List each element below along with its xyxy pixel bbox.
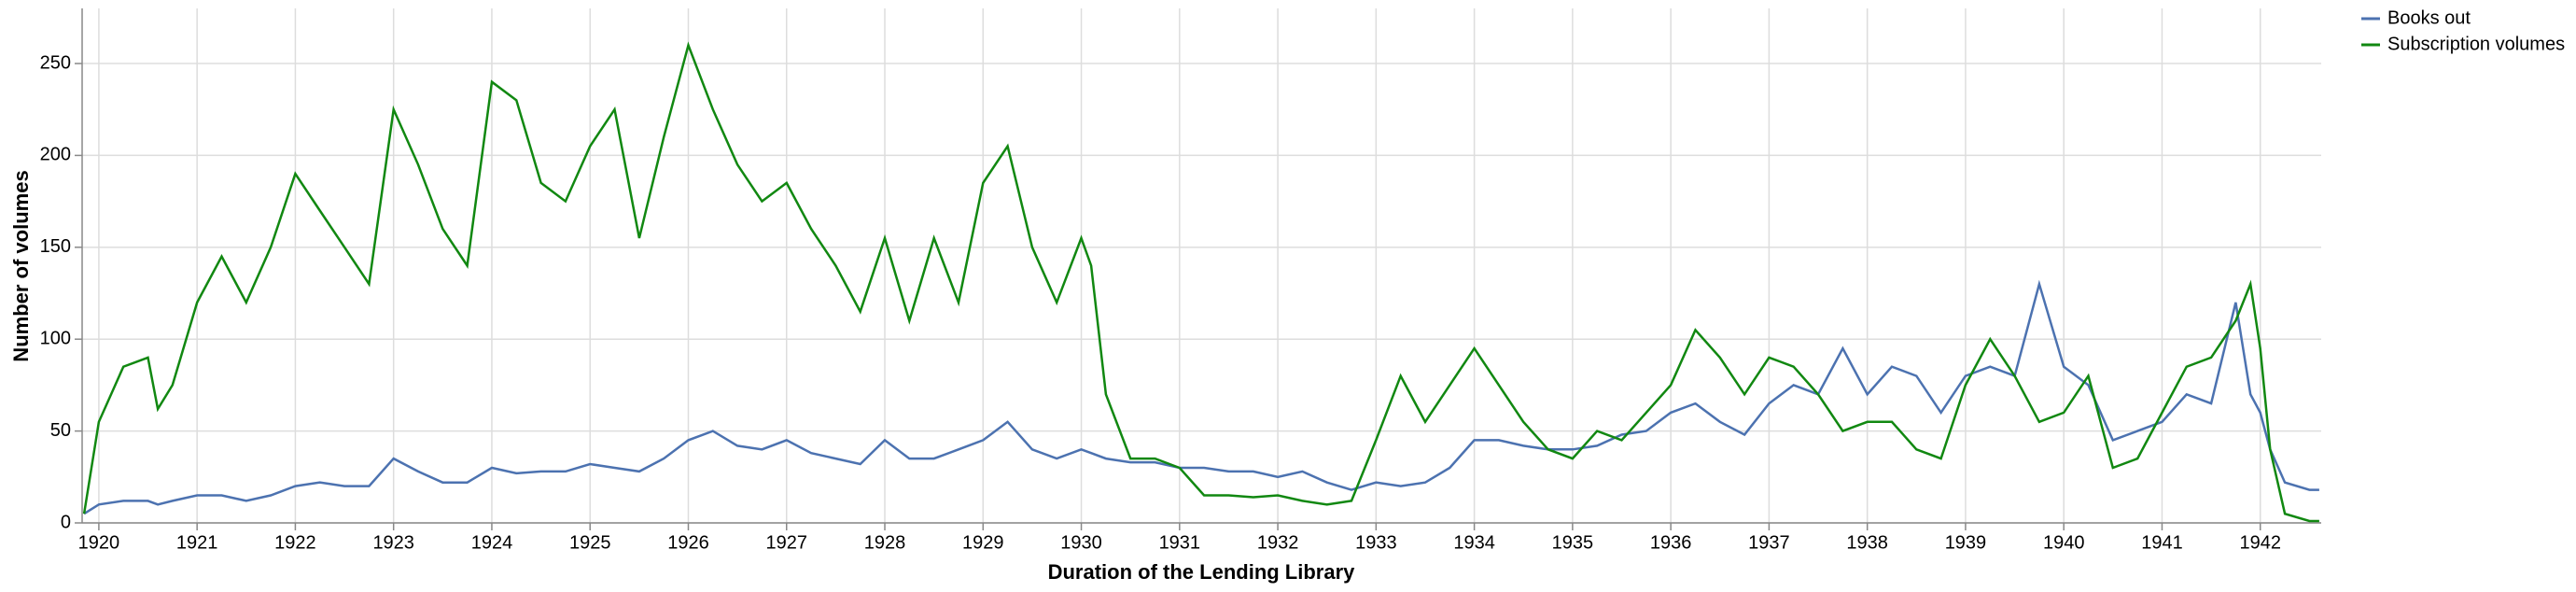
x-tick-label: 1929 bbox=[962, 532, 1004, 553]
legend-label: Subscription volumes bbox=[2387, 34, 2565, 54]
x-tick-label: 1933 bbox=[1355, 532, 1397, 553]
x-tick-label: 1921 bbox=[176, 532, 218, 553]
x-tick-label: 1938 bbox=[1846, 532, 1888, 553]
x-tick-label: 1940 bbox=[2043, 532, 2085, 553]
x-tick-label: 1934 bbox=[1453, 532, 1495, 553]
y-tick-label: 200 bbox=[40, 145, 71, 165]
x-tick-label: 1927 bbox=[766, 532, 808, 553]
x-tick-label: 1936 bbox=[1650, 532, 1692, 553]
x-tick-label: 1930 bbox=[1060, 532, 1102, 553]
x-tick-label: 1931 bbox=[1159, 532, 1201, 553]
y-tick-label: 100 bbox=[40, 328, 71, 348]
x-tick-label: 1925 bbox=[569, 532, 611, 553]
y-tick-label: 0 bbox=[61, 512, 71, 532]
series-line bbox=[82, 41, 2319, 523]
x-tick-label: 1926 bbox=[667, 532, 709, 553]
x-tick-label: 1922 bbox=[274, 532, 316, 553]
x-tick-label: 1928 bbox=[864, 532, 906, 553]
y-tick-label: 50 bbox=[50, 420, 71, 441]
x-tick-label: 1941 bbox=[2141, 532, 2183, 553]
series-line bbox=[83, 279, 2319, 515]
x-tick-label: 1920 bbox=[78, 532, 120, 553]
x-tick-label: 1935 bbox=[1552, 532, 1594, 553]
y-axis-title: Number of volumes bbox=[9, 170, 33, 361]
legend-label: Books out bbox=[2387, 7, 2471, 28]
x-tick-label: 1932 bbox=[1257, 532, 1299, 553]
x-tick-label: 1923 bbox=[372, 532, 414, 553]
y-tick-label: 150 bbox=[40, 236, 71, 257]
x-tick-label: 1939 bbox=[1945, 532, 1987, 553]
y-tick-label: 250 bbox=[40, 52, 71, 73]
x-tick-label: 1924 bbox=[471, 532, 513, 553]
x-tick-label: 1937 bbox=[1748, 532, 1790, 553]
x-tick-label: 1942 bbox=[2239, 532, 2281, 553]
x-axis-title: Duration of the Lending Library bbox=[1048, 560, 1356, 584]
